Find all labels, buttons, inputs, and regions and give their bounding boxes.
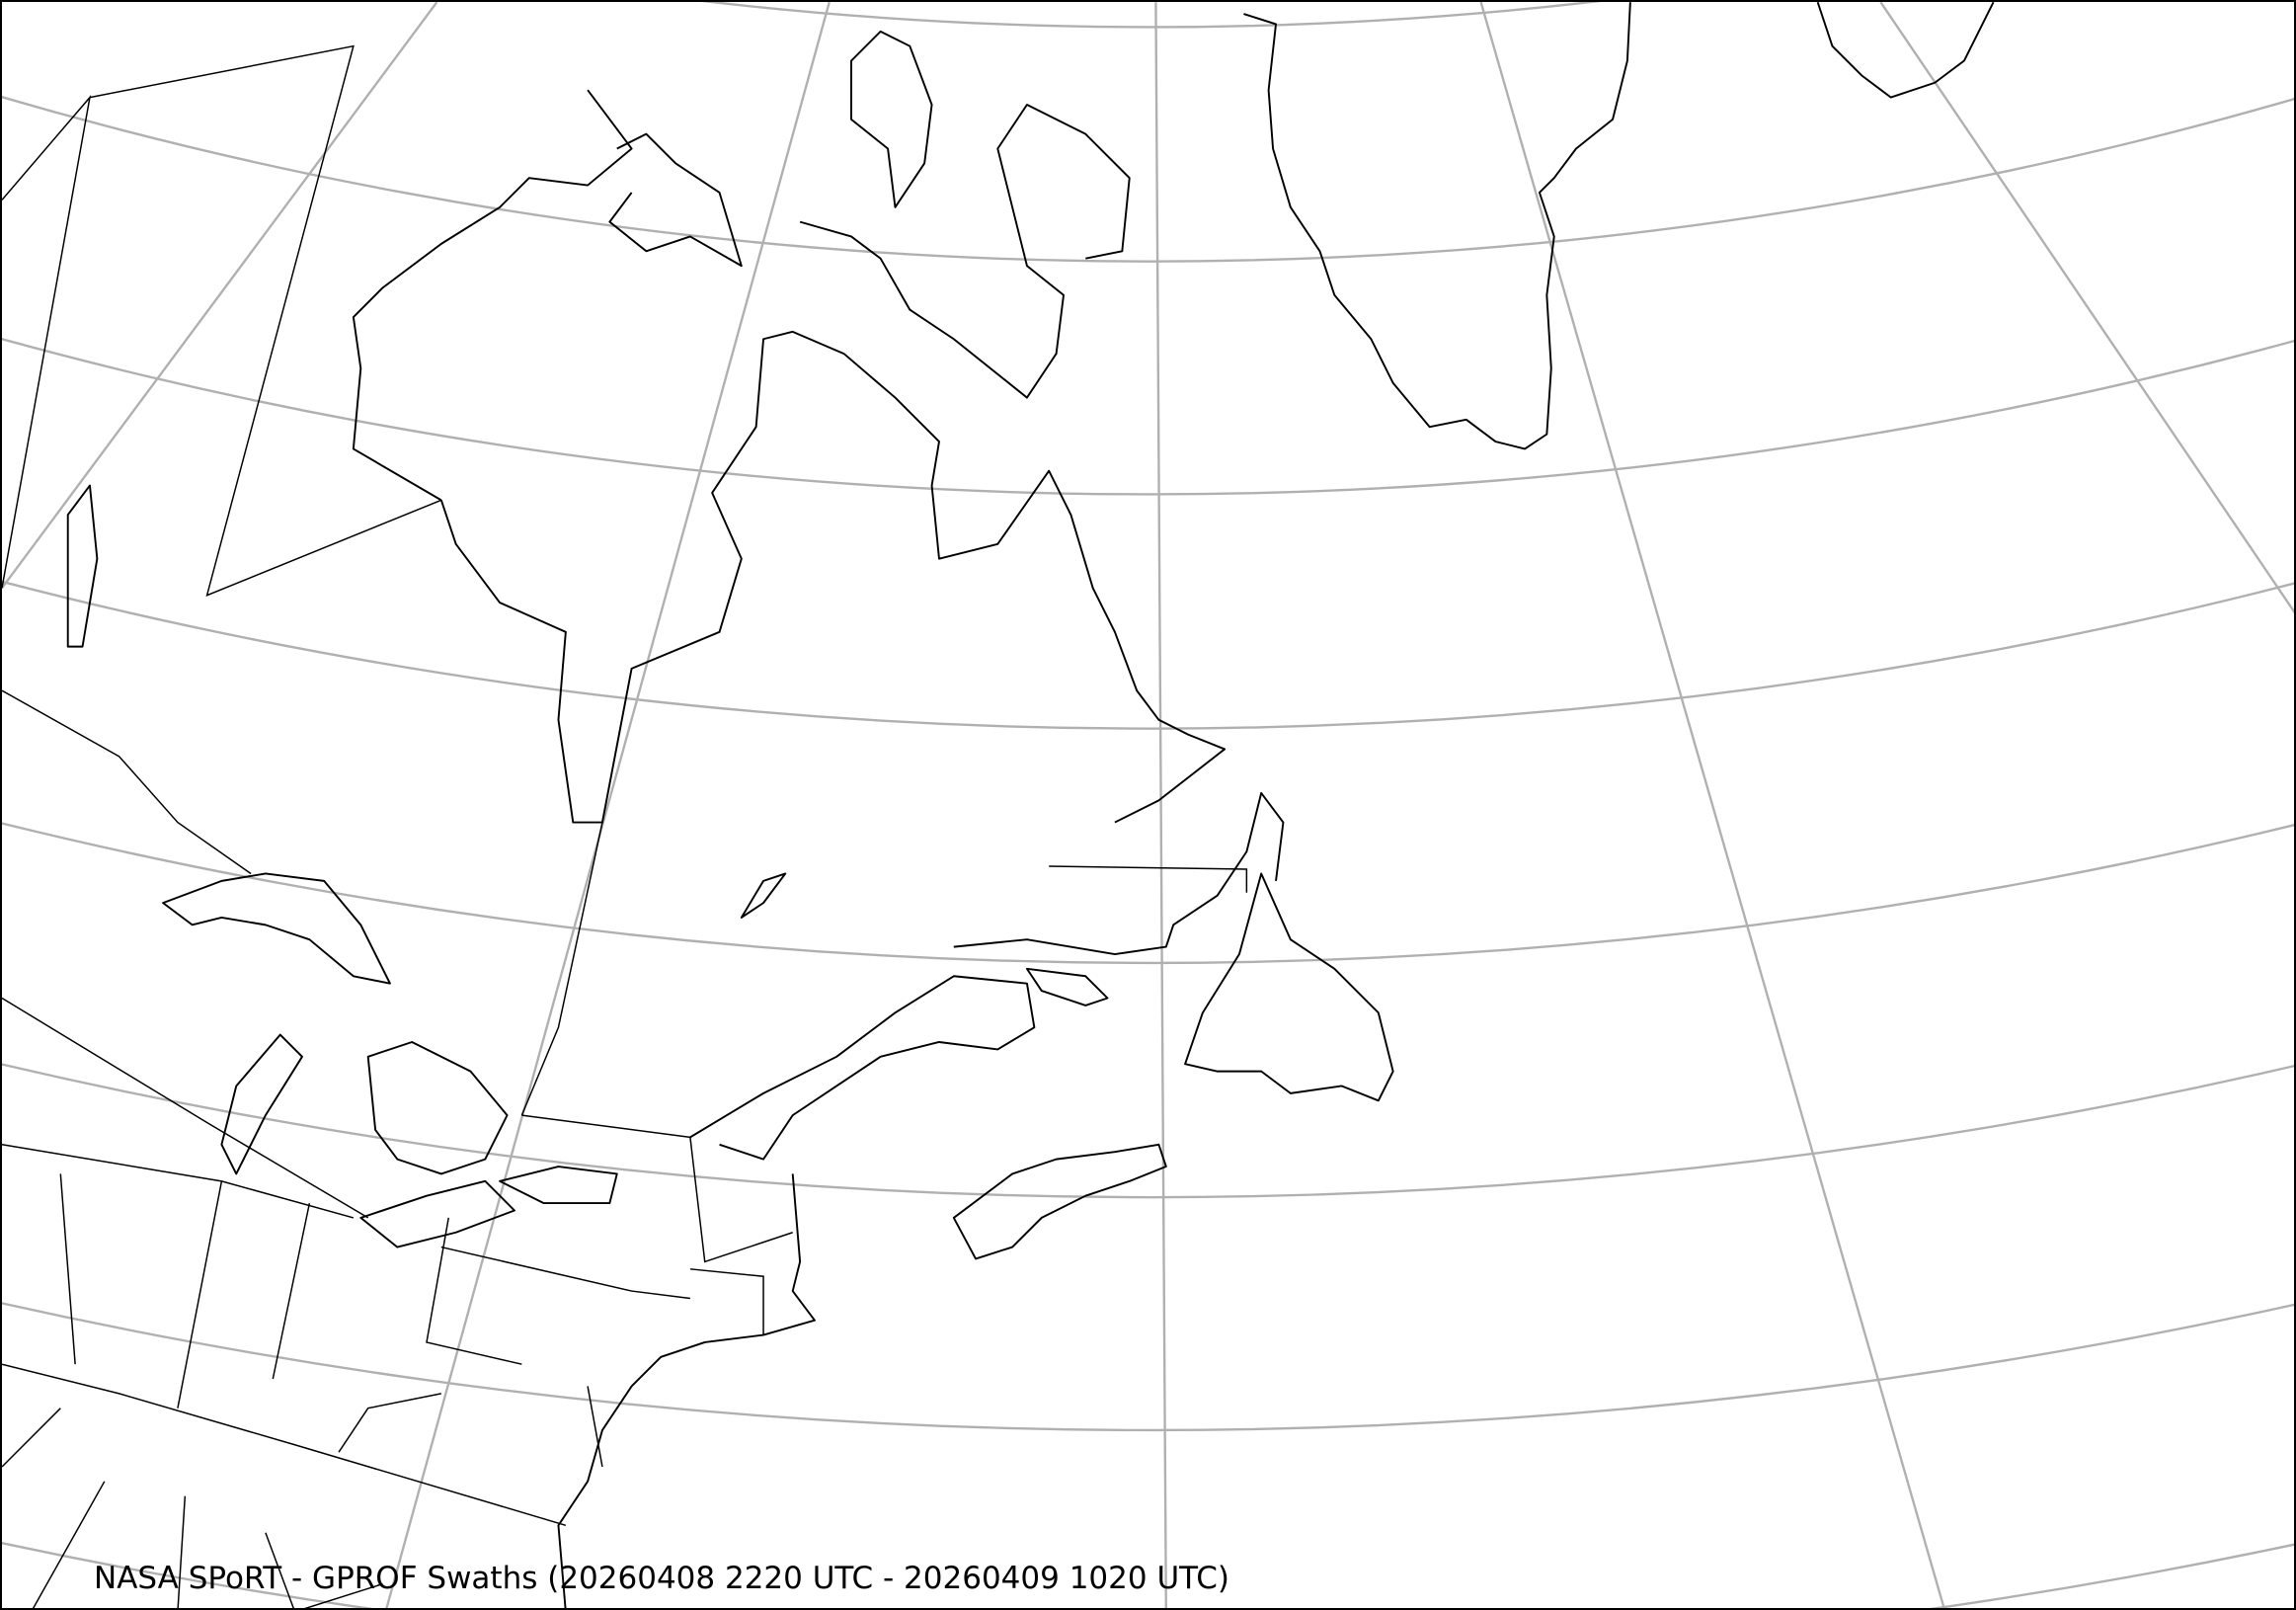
coastline-lake-winnipeg — [66, 484, 99, 648]
coastline-quebec-labrador — [439, 330, 1227, 824]
border-quebec-labrador — [1049, 865, 1248, 893]
coastline-lake-michigan — [220, 1033, 303, 1175]
longitude-line — [1879, 2, 2294, 614]
coastline-ungava — [799, 104, 1131, 399]
longitude-line — [1154, 2, 1167, 1608]
latitude-line — [706, 2, 1597, 28]
coastline-greenland — [1243, 2, 1631, 450]
coastline-nova-scotia — [952, 1143, 1167, 1260]
longitude-line — [1479, 2, 1945, 1608]
political-borders — [2, 44, 1248, 1608]
coastline-st-lawrence — [689, 975, 1036, 1161]
coastlines — [66, 2, 1995, 1608]
coastline-greenland-east — [1816, 2, 1995, 99]
coastline-lake-huron — [366, 1041, 509, 1175]
longitude-line — [385, 2, 831, 1608]
latitude-line — [2, 820, 2294, 963]
coastline-anticosti — [1025, 967, 1109, 1006]
longitude-line — [2, 2, 438, 590]
coastline-north-shore — [953, 791, 1285, 955]
coastline-hudson-bay — [352, 89, 633, 502]
coastline-baffin-north — [850, 30, 933, 208]
border-nunavut — [89, 44, 442, 597]
coastline-lake-ontario — [499, 1166, 618, 1205]
coastline-new-england — [557, 1173, 816, 1608]
map-caption: NASA SPoRT - GPROF Swaths (20260408 2220… — [94, 1561, 1229, 1596]
coastline-lake-mistassini — [740, 872, 787, 919]
border-us-states — [2, 997, 764, 1608]
latitude-line — [2, 94, 2294, 262]
latitude-line — [2, 579, 2294, 729]
coastline-newfoundland — [1184, 872, 1394, 1102]
coastline-lake-superior — [162, 872, 391, 985]
border-ontario-quebec — [520, 668, 633, 1116]
coastline-lake-erie — [359, 1179, 515, 1248]
border-canada-us — [2, 689, 793, 1263]
coastline-baffin — [608, 132, 743, 268]
